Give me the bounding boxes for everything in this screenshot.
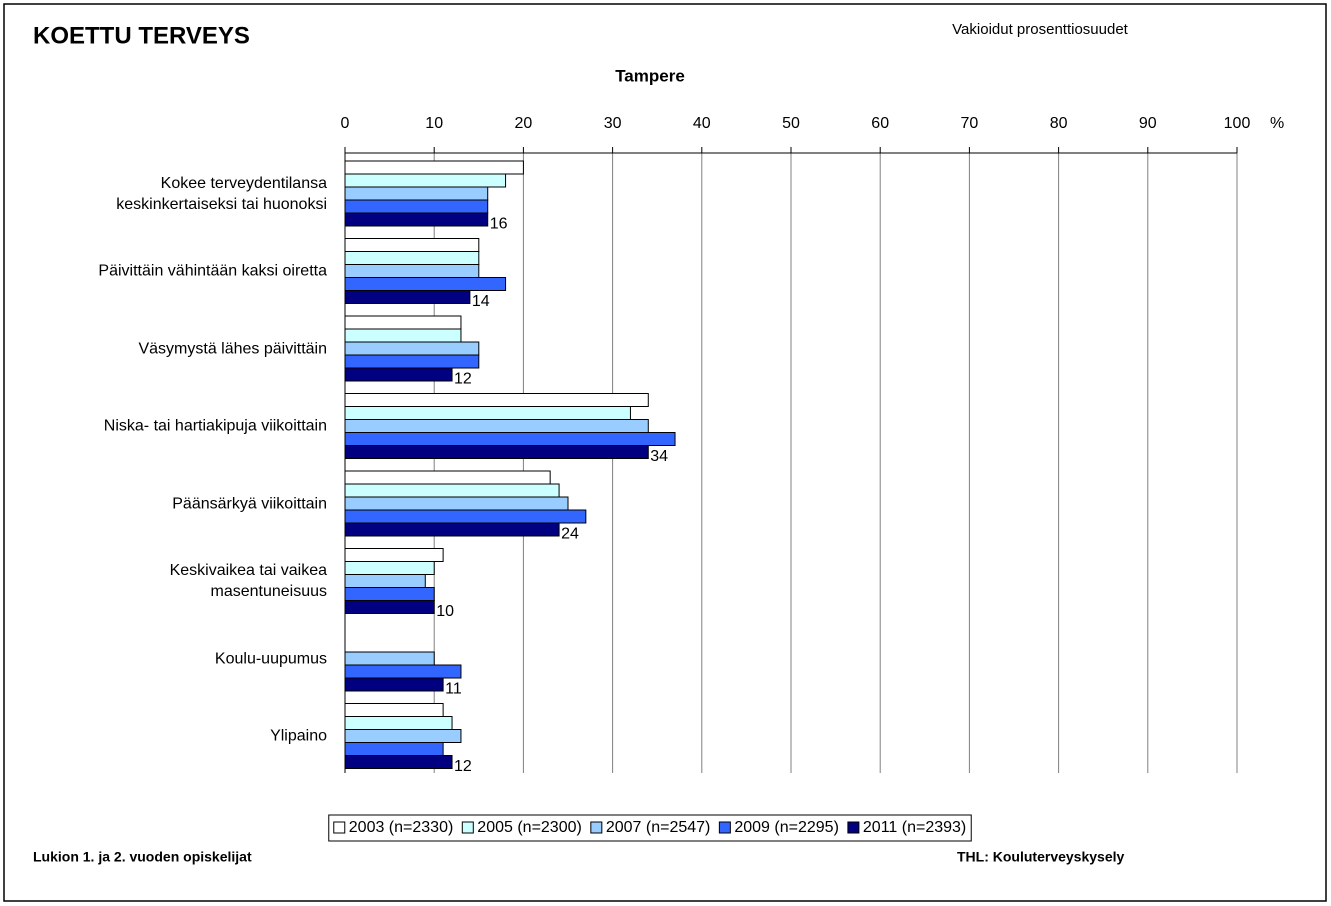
data-label: 24 <box>561 526 579 543</box>
legend-label: 2011 (n=2393) <box>863 819 966 836</box>
legend-label: 2003 (n=2330) <box>349 819 454 836</box>
x-tick-label: 20 <box>515 115 533 132</box>
x-tick-label: 100 <box>1224 115 1251 132</box>
bar <box>344 548 444 562</box>
bar <box>344 328 462 343</box>
subtitle: Vakioidut prosenttiosuudet <box>952 21 1129 38</box>
bar <box>344 677 444 692</box>
data-label: 16 <box>490 216 508 233</box>
chart-title: KOETTU TERVEYS <box>33 22 250 49</box>
bar <box>344 238 480 252</box>
bar <box>344 160 524 175</box>
legend-label: 2007 (n=2547) <box>606 819 711 836</box>
category-label: Päivittäin vähintään kaksi oiretta <box>98 262 327 280</box>
category-label: Päänsärkyä viikoittain <box>172 495 327 512</box>
bar <box>344 212 489 227</box>
x-tick-label: 80 <box>1050 115 1068 132</box>
x-tick-label: 50 <box>782 115 800 132</box>
bar <box>344 406 631 420</box>
legend-swatch <box>590 821 603 834</box>
data-label: 12 <box>454 758 472 775</box>
x-tick-label: 0 <box>341 115 350 132</box>
x-tick-label: 40 <box>693 115 711 132</box>
bar <box>344 470 551 485</box>
bar <box>344 574 426 588</box>
category-label: Kokee terveydentilansa keskinkertaiseksi… <box>116 174 327 213</box>
bar <box>344 277 507 291</box>
category-label: Koulu-uupumus <box>214 650 327 667</box>
bar <box>344 664 462 679</box>
bar <box>344 703 444 717</box>
bar <box>344 716 453 730</box>
legend-swatch <box>333 821 346 834</box>
bar <box>344 199 489 214</box>
data-label: 10 <box>436 603 454 620</box>
bar <box>344 290 471 304</box>
x-tick-label: 70 <box>961 115 979 132</box>
bar <box>344 341 480 356</box>
bar <box>344 186 489 201</box>
bar <box>344 561 435 575</box>
bar <box>344 587 435 601</box>
data-label: 12 <box>454 371 472 388</box>
legend-swatch <box>461 821 474 834</box>
legend-box <box>328 814 972 842</box>
bar <box>344 315 462 330</box>
x-tick-label: 90 <box>1139 115 1157 132</box>
footer-left: Lukion 1. ja 2. vuoden opiskelijat <box>33 849 252 865</box>
data-label: 34 <box>650 448 668 465</box>
bar <box>344 600 435 614</box>
bar <box>344 419 649 433</box>
category-label: Väsymystä lähes päivittäin <box>138 340 327 357</box>
bar <box>344 483 560 498</box>
x-tick-label: 10 <box>425 115 443 132</box>
bar <box>344 251 480 265</box>
bar <box>344 367 453 382</box>
bar <box>344 173 507 188</box>
category-label: Niska- tai hartiakipuja viikoittain <box>103 417 327 435</box>
bar <box>344 742 444 756</box>
data-label: 14 <box>472 293 490 310</box>
legend-label: 2009 (n=2295) <box>734 819 839 836</box>
bar <box>344 432 676 446</box>
bar <box>344 729 462 743</box>
x-tick-label: 30 <box>604 115 622 132</box>
legend-label: 2005 (n=2300) <box>477 819 582 836</box>
frame <box>3 3 1327 902</box>
bar <box>344 509 587 524</box>
axis-unit: % <box>1270 115 1284 132</box>
bar <box>344 393 649 407</box>
bar <box>344 651 435 666</box>
bar <box>344 264 480 278</box>
legend: 2003 (n=2330) 2005 (n=2300) 2007 (n=2547) 2… <box>333 819 966 836</box>
plot-title: Tampere <box>615 66 685 85</box>
bar <box>344 522 560 537</box>
x-tick-label: 60 <box>871 115 889 132</box>
legend-swatch <box>718 821 731 834</box>
bar <box>344 354 480 369</box>
bar <box>344 755 453 769</box>
bar <box>344 445 649 459</box>
legend-swatch <box>847 821 860 834</box>
bar <box>344 496 569 511</box>
data-label: 11 <box>445 681 462 698</box>
category-label: Ylipaino <box>270 727 327 745</box>
footer-right: THL: Kouluterveyskysely <box>957 849 1124 865</box>
category-label: Keskivaikea tai vaikea masentuneisuus <box>169 562 327 600</box>
